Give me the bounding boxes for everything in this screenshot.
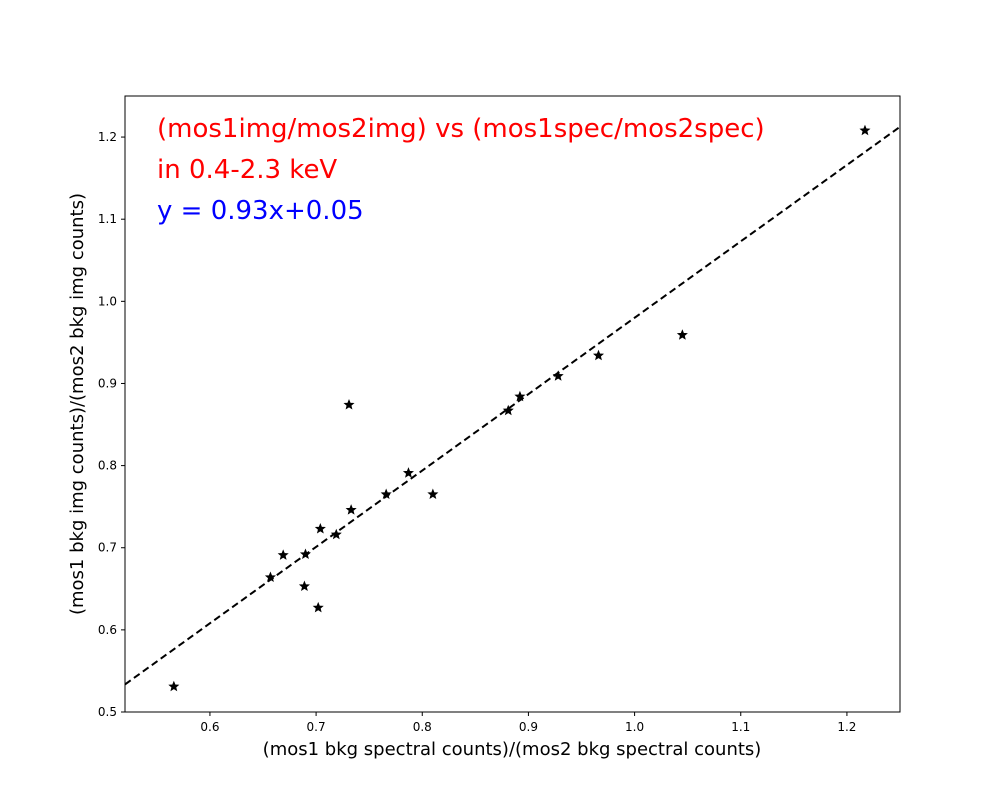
y-tick-label: 1.1 (98, 212, 117, 226)
data-point (299, 548, 311, 560)
fit-line-layer (124, 125, 901, 686)
data-point (312, 601, 324, 613)
data-point (676, 329, 688, 340)
x-tick-label: 0.7 (307, 720, 326, 734)
data-point (168, 680, 180, 692)
x-tick-label: 0.6 (200, 720, 219, 734)
x-tick-label: 0.9 (519, 720, 538, 734)
fit-line (124, 125, 901, 686)
x-ticks: 0.6 0.7 0.8 0.9 1.0 1.1 1.2 (200, 712, 856, 734)
data-point (330, 528, 342, 540)
annotation-band: in 0.4-2.3 keV (157, 155, 337, 185)
points-layer (168, 124, 871, 692)
y-tick-label: 0.7 (98, 541, 117, 555)
data-point (343, 399, 355, 410)
data-point (502, 404, 514, 416)
annotation-title: (mos1img/mos2img) vs (mos1spec/mos2spec) (157, 114, 765, 144)
y-tick-label: 0.9 (98, 376, 117, 390)
x-tick-label: 1.0 (625, 720, 644, 734)
y-tick-label: 0.5 (98, 705, 117, 719)
y-tick-label: 0.8 (98, 459, 117, 473)
data-point (427, 488, 439, 500)
x-tick-label: 0.8 (413, 720, 432, 734)
data-point (859, 124, 871, 136)
data-point (264, 571, 276, 583)
y-tick-label: 1.0 (98, 294, 117, 308)
data-point (592, 349, 605, 361)
data-point (345, 504, 357, 515)
y-ticks: 0.5 0.6 0.7 0.8 0.9 1.0 1.1 1.2 (98, 130, 125, 719)
data-point (514, 390, 526, 402)
plot-frame (124, 95, 901, 713)
data-point (298, 580, 310, 592)
data-point (380, 488, 392, 500)
x-axis-label: (mos1 bkg spectral counts)/(mos2 bkg spe… (263, 739, 762, 760)
y-tick-label: 1.2 (98, 130, 117, 144)
data-point (402, 467, 414, 478)
x-tick-label: 1.2 (837, 720, 856, 734)
y-tick-label: 0.6 (98, 623, 117, 637)
y-axis-label: (mos1 bkg img counts)/(mos2 bkg img coun… (67, 193, 88, 615)
annotation-fit-equation: y = 0.93x+0.05 (157, 196, 364, 226)
data-point (552, 370, 564, 381)
x-tick-label: 1.1 (731, 720, 750, 734)
data-point (314, 523, 326, 534)
data-point (277, 549, 289, 560)
